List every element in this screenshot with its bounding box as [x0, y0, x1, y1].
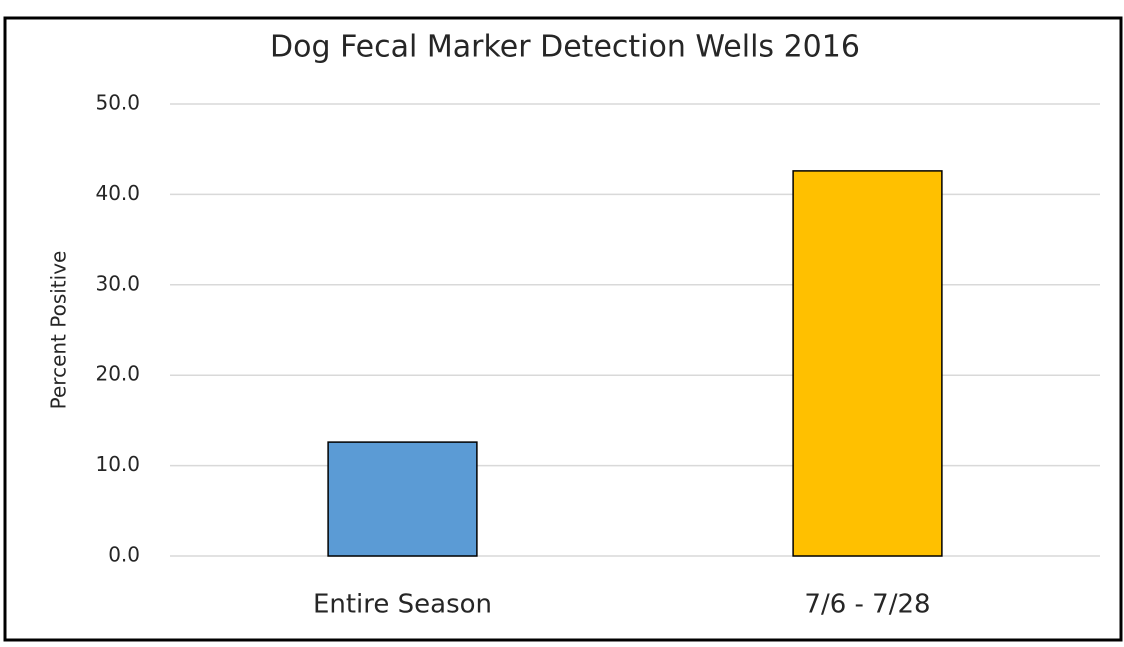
y-axis-label: Percent Positive: [47, 251, 71, 410]
y-tick-label: 20.0: [95, 362, 140, 386]
y-tick-label: 10.0: [95, 452, 140, 476]
y-tick-label: 0.0: [108, 543, 140, 567]
bar: [327, 441, 478, 557]
bar: [792, 170, 943, 557]
chart-frame: [3, 16, 1123, 642]
x-tick-label: 7/6 - 7/28: [804, 590, 930, 620]
x-tick-label: Entire Season: [313, 590, 492, 620]
y-tick-label: 30.0: [95, 271, 140, 295]
chart-title: Dog Fecal Marker Detection Wells 2016: [270, 30, 860, 65]
y-tick-label: 50.0: [95, 91, 140, 115]
y-tick-label: 40.0: [95, 181, 140, 205]
